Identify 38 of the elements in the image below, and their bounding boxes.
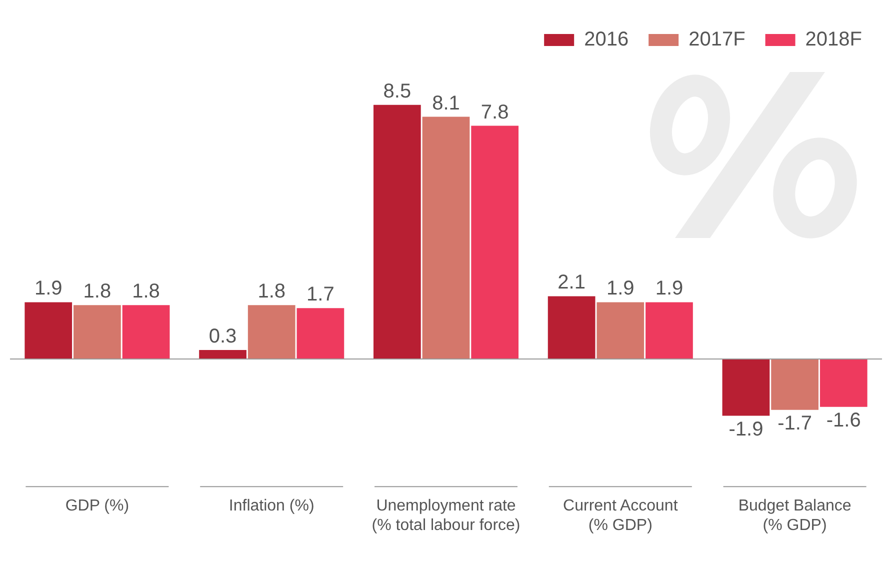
- data-label: 0.3: [208, 326, 237, 348]
- x-tick-label: Current Account (% GDP): [563, 498, 678, 534]
- bar: [771, 359, 818, 410]
- legend-label: 2017F: [688, 28, 746, 51]
- bar: [722, 359, 770, 416]
- bar: [373, 104, 421, 359]
- x-tick-label: Inflation (%): [228, 498, 314, 515]
- bar: [820, 359, 868, 407]
- data-label: 8.5: [383, 80, 412, 102]
- data-label: 8.1: [432, 92, 460, 114]
- data-label: 1.9: [606, 278, 634, 300]
- data-label: -1.6: [826, 409, 861, 432]
- bar: [199, 350, 246, 359]
- bar: [248, 305, 296, 359]
- data-label: 2.1: [558, 272, 586, 294]
- bar: [74, 305, 121, 359]
- bar: [471, 126, 519, 359]
- data-label: 1.8: [258, 280, 286, 303]
- data-label: 1.7: [306, 284, 334, 306]
- bar: [24, 302, 72, 359]
- data-label: 7.8: [480, 101, 509, 124]
- data-label: 1.8: [83, 280, 112, 303]
- data-label: -1.7: [778, 412, 812, 434]
- bar: [422, 116, 470, 359]
- bar: [646, 302, 693, 359]
- legend-label: 2016: [584, 28, 629, 51]
- data-label: 1.8: [132, 280, 160, 303]
- data-label: -1.9: [728, 418, 764, 440]
- x-tick-label: Unemployment rate (% total labour force): [372, 498, 520, 534]
- data-label: 1.9: [34, 278, 62, 300]
- legend-label: 2018F: [805, 28, 862, 51]
- bar: [596, 302, 644, 359]
- bar: [296, 308, 344, 359]
- x-tick-label: GDP (%): [65, 498, 130, 515]
- x-tick-label: Budget Balance (% GDP): [738, 498, 852, 534]
- data-label: 1.9: [655, 278, 684, 300]
- bar: [122, 305, 170, 359]
- bar: [548, 296, 596, 359]
